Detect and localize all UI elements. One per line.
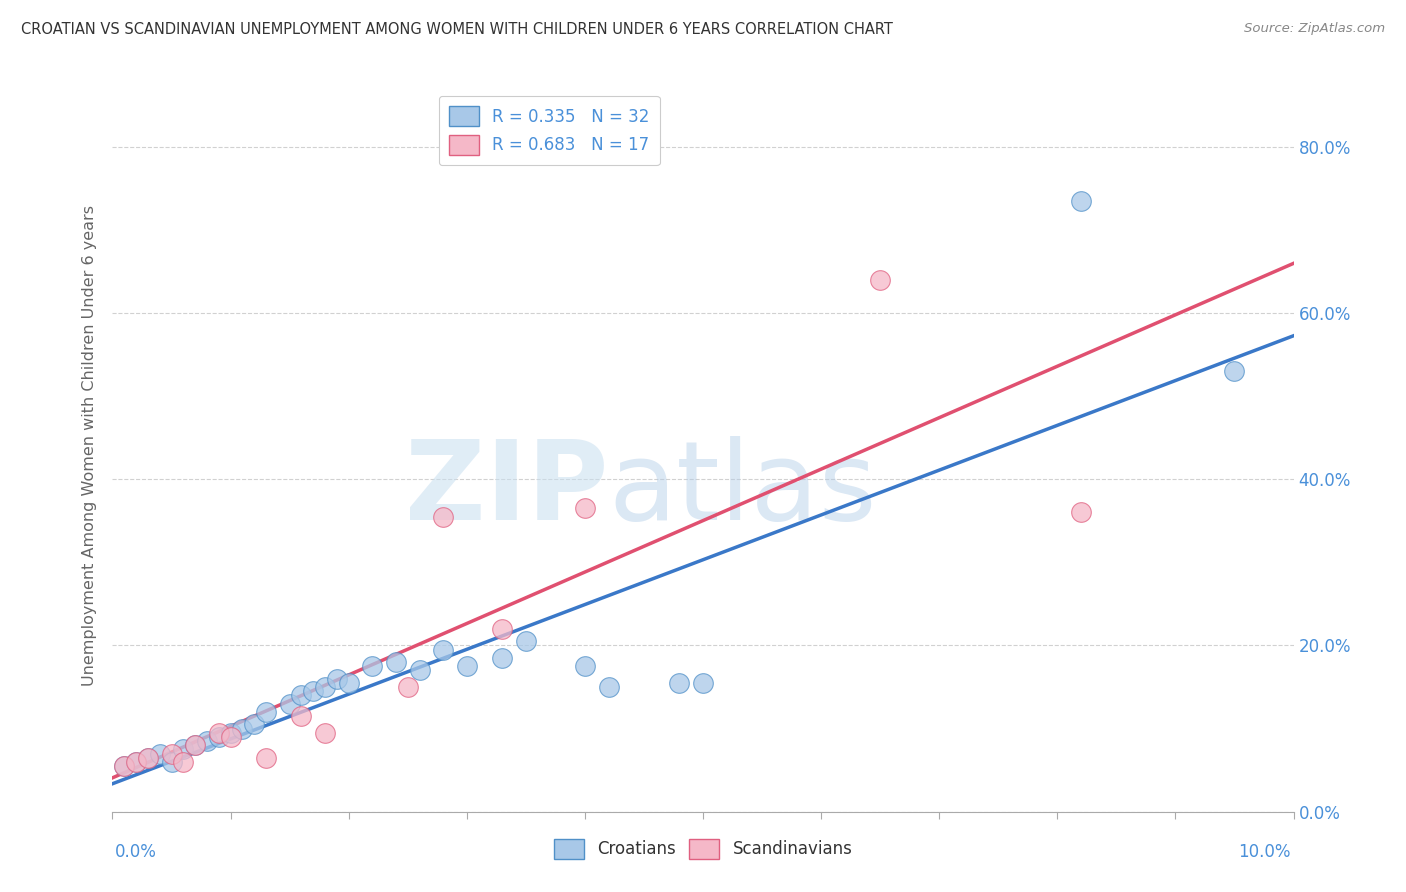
Point	[668, 676, 690, 690]
Point	[208, 725, 231, 739]
Point	[208, 730, 231, 744]
Point	[219, 725, 242, 739]
Point	[195, 734, 218, 748]
Point	[184, 738, 207, 752]
Point	[432, 509, 454, 524]
Y-axis label: Unemployment Among Women with Children Under 6 years: Unemployment Among Women with Children U…	[82, 205, 97, 687]
Point	[314, 680, 336, 694]
Point	[254, 705, 277, 719]
Point	[302, 684, 325, 698]
Point	[408, 664, 430, 678]
Point	[149, 747, 172, 761]
Point	[432, 642, 454, 657]
Point	[160, 755, 183, 769]
Point	[231, 722, 253, 736]
Point	[136, 750, 159, 764]
Point	[160, 747, 183, 761]
Text: CROATIAN VS SCANDINAVIAN UNEMPLOYMENT AMONG WOMEN WITH CHILDREN UNDER 6 YEARS CO: CROATIAN VS SCANDINAVIAN UNEMPLOYMENT AM…	[21, 22, 893, 37]
Point	[184, 738, 207, 752]
Point	[112, 759, 135, 773]
Point	[396, 680, 419, 694]
Text: Source: ZipAtlas.com: Source: ZipAtlas.com	[1244, 22, 1385, 36]
Point	[290, 689, 312, 703]
Point	[337, 676, 360, 690]
Point	[172, 742, 194, 756]
Point	[598, 680, 620, 694]
Point	[1070, 194, 1092, 208]
Point	[491, 651, 513, 665]
Point	[515, 634, 537, 648]
Point	[491, 622, 513, 636]
Point	[125, 755, 148, 769]
Point	[574, 659, 596, 673]
Point	[278, 697, 301, 711]
Point	[869, 273, 891, 287]
Point	[219, 730, 242, 744]
Point	[125, 755, 148, 769]
Point	[574, 501, 596, 516]
Legend: Croatians, Scandinavians: Croatians, Scandinavians	[547, 832, 859, 865]
Point	[1070, 506, 1092, 520]
Point	[692, 676, 714, 690]
Point	[243, 717, 266, 731]
Text: 10.0%: 10.0%	[1239, 843, 1291, 861]
Point	[290, 709, 312, 723]
Point	[172, 755, 194, 769]
Point	[385, 655, 408, 669]
Point	[136, 750, 159, 764]
Text: ZIP: ZIP	[405, 436, 609, 543]
Point	[456, 659, 478, 673]
Point	[326, 672, 349, 686]
Point	[254, 750, 277, 764]
Point	[112, 759, 135, 773]
Text: atlas: atlas	[609, 436, 877, 543]
Point	[361, 659, 384, 673]
Point	[1223, 364, 1246, 378]
Text: 0.0%: 0.0%	[115, 843, 157, 861]
Point	[314, 725, 336, 739]
